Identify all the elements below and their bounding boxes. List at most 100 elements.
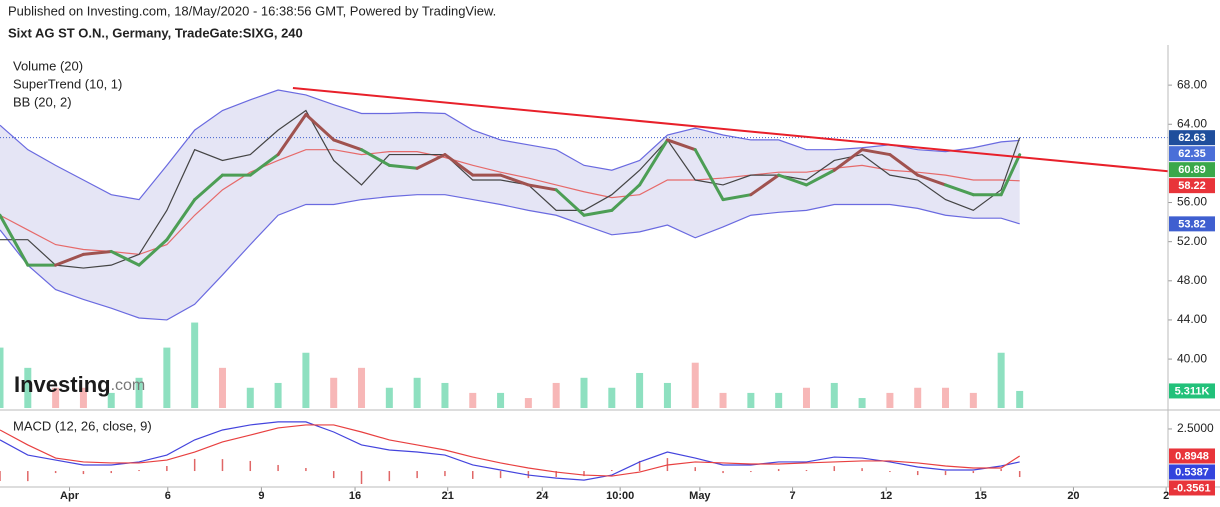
series-line bbox=[0, 194, 1020, 321]
last-value-box bbox=[1169, 383, 1215, 399]
supertrend-segment bbox=[749, 173, 781, 197]
y-tick-label: 40.00 bbox=[1177, 351, 1207, 365]
volume-bar bbox=[858, 398, 866, 408]
x-tick-label: 21 bbox=[442, 490, 454, 502]
last-value-label: 60.89 bbox=[1178, 164, 1206, 176]
volume-bar bbox=[246, 387, 254, 408]
volume-bar bbox=[163, 347, 171, 408]
volume-bar bbox=[914, 387, 922, 408]
watermark-domain: .com bbox=[111, 377, 146, 394]
volume-bar bbox=[636, 372, 644, 408]
supertrend-segment bbox=[81, 249, 113, 256]
y-tick-label: 68.00 bbox=[1177, 77, 1207, 91]
x-tick-label: 16 bbox=[349, 490, 361, 502]
supertrend-segment bbox=[721, 193, 753, 202]
supertrend-segment bbox=[999, 153, 1022, 197]
last-value-box bbox=[1169, 480, 1215, 496]
supertrend-segment bbox=[916, 173, 948, 187]
supertrend-segment bbox=[638, 138, 669, 187]
volume-bar bbox=[135, 377, 143, 408]
volume-bar bbox=[218, 367, 226, 408]
supertrend-segment bbox=[804, 168, 836, 187]
volume-bar bbox=[385, 387, 393, 408]
last-value-box bbox=[1169, 216, 1215, 232]
y-tick-label: 48.00 bbox=[1177, 273, 1207, 287]
supertrend-segment bbox=[276, 112, 308, 157]
legend-supertrend: SuperTrend (10, 1) bbox=[13, 76, 122, 91]
price-labels: 68.00 64.00 56.00 52.00 48.00 44.00 40.00 62.63… bbox=[1169, 77, 1215, 496]
last-value-box bbox=[1169, 146, 1215, 162]
supertrend-segment bbox=[387, 163, 419, 170]
supertrend-segment bbox=[777, 173, 808, 187]
last-value-label: 62.35 bbox=[1178, 148, 1206, 160]
x-tick-label: 15 bbox=[975, 490, 987, 502]
legend-volume: Volume (20) bbox=[13, 58, 83, 73]
series-line bbox=[0, 109, 1021, 269]
watermark: Investing.com bbox=[14, 372, 145, 397]
volume-bar bbox=[52, 387, 60, 408]
series-line bbox=[0, 149, 1020, 255]
plot-area: Apr 6 9 16 21 24 10:00 May 7 12 15 20 2 bbox=[0, 84, 1172, 502]
x-tick-label: 7 bbox=[790, 490, 796, 502]
y-tick-label: 52.00 bbox=[1177, 234, 1207, 248]
x-tick-label: 20 bbox=[1067, 490, 1079, 502]
volume-bar bbox=[358, 367, 366, 408]
volume-bar bbox=[942, 387, 950, 408]
volume-bar bbox=[107, 392, 115, 408]
supertrend-segment bbox=[304, 112, 336, 142]
x-tick-label: 24 bbox=[536, 490, 549, 502]
supertrend-segment bbox=[248, 153, 280, 177]
volume-bar bbox=[1016, 390, 1024, 408]
volume-bar bbox=[191, 322, 199, 408]
volume-bar bbox=[775, 392, 783, 408]
last-value-label: 53.82 bbox=[1178, 218, 1206, 230]
volume-bar bbox=[441, 382, 449, 408]
supertrend-segment bbox=[554, 188, 586, 217]
volume-bar bbox=[747, 392, 755, 408]
series-line bbox=[292, 87, 1169, 173]
volume-bar bbox=[330, 377, 338, 408]
supertrend-segment bbox=[860, 148, 892, 157]
volume-bar bbox=[830, 382, 838, 408]
supertrend-segment bbox=[415, 153, 447, 170]
publish-note: Published on Investing.com, 18/May/2020 … bbox=[8, 3, 496, 18]
x-tick-label: May bbox=[689, 490, 711, 502]
volume-bar bbox=[663, 382, 671, 408]
legend-bb: BB (20, 2) bbox=[13, 94, 72, 109]
series-line bbox=[0, 89, 1020, 201]
legend-macd: MACD (12, 26, close, 9) bbox=[13, 418, 152, 433]
y-tick-label: 56.00 bbox=[1177, 195, 1207, 209]
symbol-title: Sixt AG ST O.N., Germany, TradeGate:SIXG… bbox=[8, 25, 303, 40]
y-tick-label: 2.5000 bbox=[1177, 421, 1214, 435]
volume-bar bbox=[524, 398, 532, 408]
series-line bbox=[0, 424, 1021, 477]
x-tick-label: 12 bbox=[880, 490, 892, 502]
supertrend-segment bbox=[193, 173, 224, 202]
x-tick-label: Apr bbox=[60, 490, 80, 502]
x-tick-label: 2 bbox=[1163, 490, 1169, 502]
last-value-label: 62.63 bbox=[1178, 132, 1206, 144]
supertrend-segment bbox=[582, 208, 614, 217]
x-tick-label: 10:00 bbox=[606, 490, 634, 502]
supertrend-segment bbox=[944, 183, 975, 197]
supertrend-segment bbox=[526, 183, 558, 192]
last-value-box bbox=[1169, 448, 1215, 464]
last-value-label: 5.311K bbox=[1175, 385, 1210, 397]
last-value-label: 0.5387 bbox=[1175, 466, 1209, 478]
volume-bar bbox=[969, 392, 977, 408]
volume-bar bbox=[469, 392, 477, 408]
supertrend-segment bbox=[610, 183, 642, 212]
last-value-box bbox=[1169, 464, 1215, 480]
supertrend-segment bbox=[665, 138, 697, 152]
volume-bar bbox=[79, 387, 87, 408]
series-line bbox=[0, 421, 1020, 481]
last-value-label: 58.22 bbox=[1178, 180, 1206, 192]
last-value-box bbox=[1169, 178, 1215, 194]
y-tick-label: 64.00 bbox=[1177, 116, 1207, 130]
supertrend-segment bbox=[499, 173, 530, 187]
volume-bar bbox=[719, 392, 727, 408]
volume-bar bbox=[274, 382, 282, 408]
volume-bar bbox=[608, 387, 616, 408]
